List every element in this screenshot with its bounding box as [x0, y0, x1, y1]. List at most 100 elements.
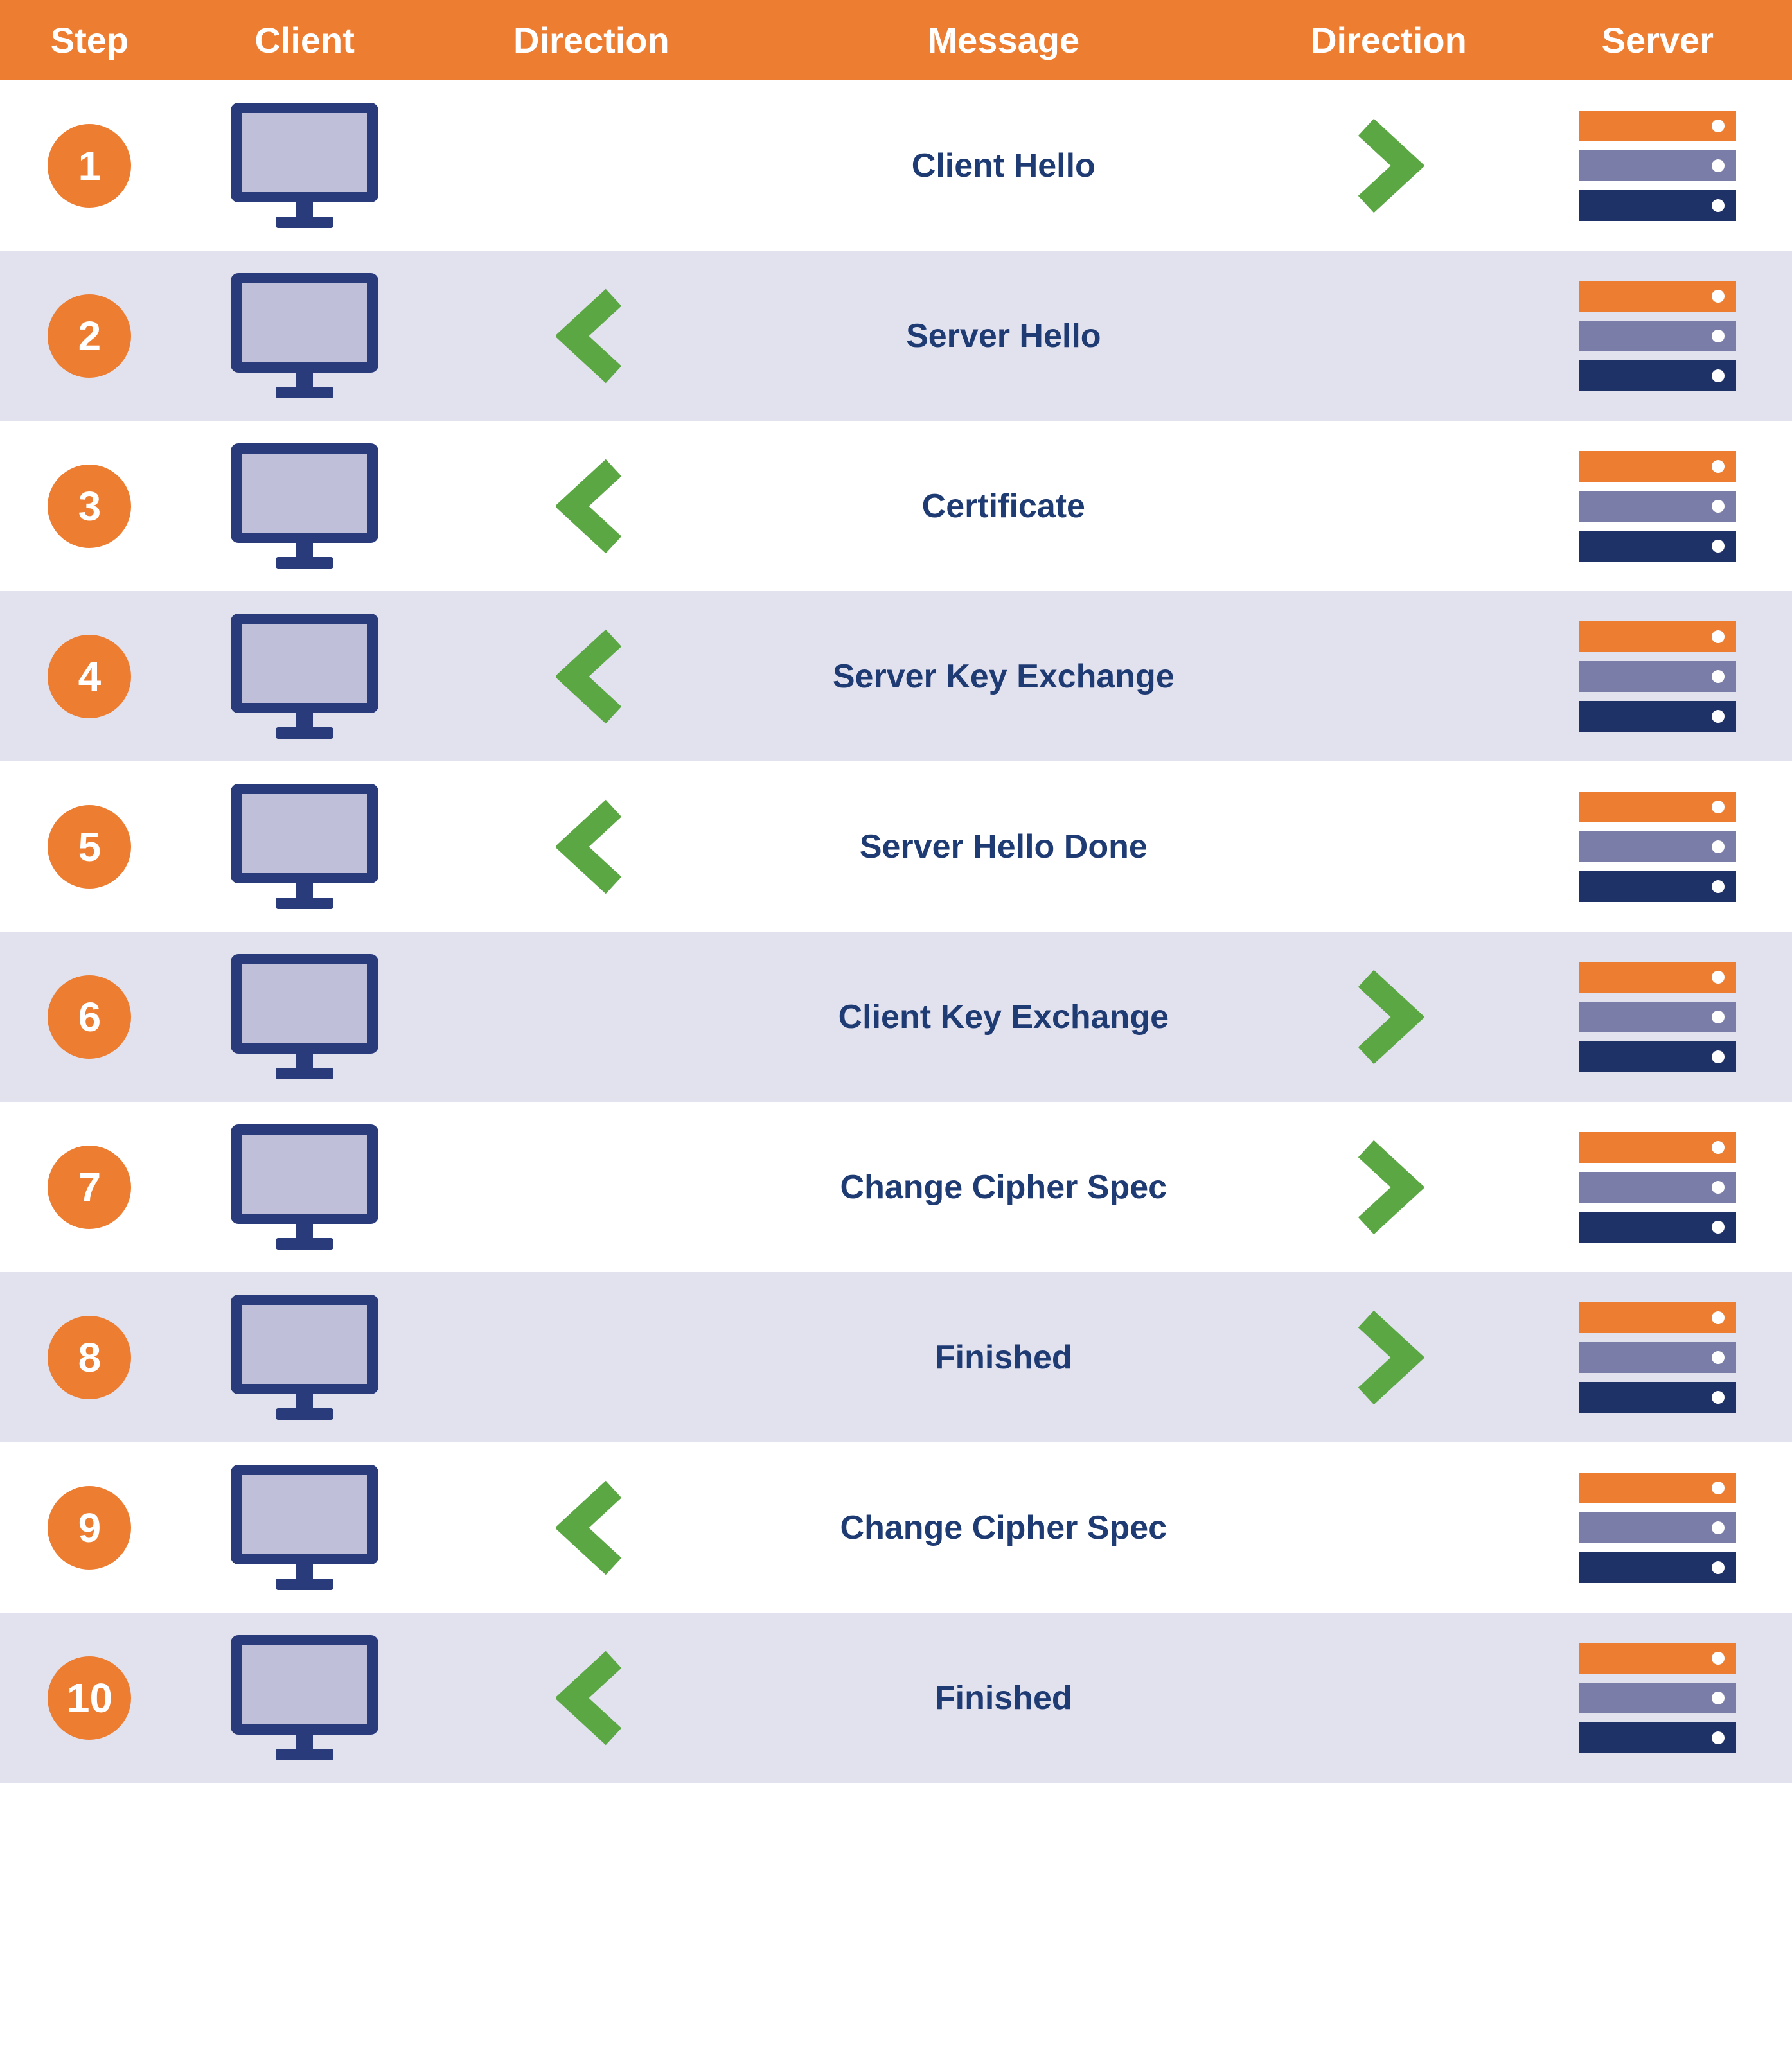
table-row: 2 Server Hello [0, 251, 1792, 421]
table-row: 1 Client Hello [0, 80, 1792, 251]
direction-left-cell [430, 628, 752, 725]
chevron-right-icon [1353, 969, 1424, 1065]
message-cell: Change Cipher Spec [752, 1168, 1254, 1207]
server-cell [1523, 1473, 1792, 1583]
client-cell [179, 1635, 430, 1760]
monitor-icon [231, 273, 378, 398]
server-cell [1523, 962, 1792, 1072]
chevron-left-icon [556, 288, 626, 384]
chevron-left-icon [556, 1650, 626, 1746]
header-row: Step Client Direction Message Direction … [0, 0, 1792, 80]
message-cell: Server Hello Done [752, 828, 1254, 866]
step-cell: 4 [0, 635, 179, 718]
direction-left-cell [430, 1480, 752, 1576]
step-badge: 9 [48, 1486, 131, 1570]
monitor-icon [231, 954, 378, 1079]
direction-left-cell [430, 458, 752, 554]
step-cell: 9 [0, 1486, 179, 1570]
step-cell: 6 [0, 975, 179, 1059]
table-row: 4 Server Key Exchange [0, 591, 1792, 761]
monitor-icon [231, 1295, 378, 1420]
message-cell: Finished [752, 1338, 1254, 1377]
client-cell [179, 1465, 430, 1590]
rows-container: 1 Client Hello 2 Server Hello 3 Ce [0, 80, 1792, 1783]
message-cell: Certificate [752, 487, 1254, 526]
client-cell [179, 443, 430, 569]
direction-left-cell [430, 288, 752, 384]
header-message: Message [752, 19, 1254, 61]
server-icon [1579, 281, 1736, 391]
chevron-right-icon [1353, 118, 1424, 214]
direction-right-cell [1254, 1309, 1523, 1406]
step-badge: 5 [48, 805, 131, 889]
client-cell [179, 103, 430, 228]
direction-left-cell [430, 1650, 752, 1746]
server-cell [1523, 281, 1792, 391]
client-cell [179, 1124, 430, 1250]
header-client: Client [179, 19, 430, 61]
step-badge: 10 [48, 1656, 131, 1740]
client-cell [179, 614, 430, 739]
chevron-right-icon [1353, 1309, 1424, 1406]
monitor-icon [231, 103, 378, 228]
header-direction-left: Direction [430, 19, 752, 61]
step-cell: 2 [0, 294, 179, 378]
step-badge: 3 [48, 465, 131, 548]
table-row: 9 Change Cipher Spec [0, 1442, 1792, 1613]
step-badge: 1 [48, 124, 131, 208]
chevron-left-icon [556, 458, 626, 554]
header-step: Step [0, 19, 179, 61]
direction-right-cell [1254, 969, 1523, 1065]
chevron-left-icon [556, 799, 626, 895]
step-cell: 8 [0, 1316, 179, 1399]
message-cell: Change Cipher Spec [752, 1509, 1254, 1547]
server-cell [1523, 1643, 1792, 1753]
server-icon [1579, 451, 1736, 562]
server-cell [1523, 1302, 1792, 1413]
server-cell [1523, 1132, 1792, 1243]
direction-right-cell [1254, 118, 1523, 214]
message-cell: Finished [752, 1679, 1254, 1717]
step-cell: 3 [0, 465, 179, 548]
step-badge: 4 [48, 635, 131, 718]
table-row: 3 Certificate [0, 421, 1792, 591]
chevron-left-icon [556, 628, 626, 725]
header-direction-right: Direction [1254, 19, 1523, 61]
message-cell: Server Key Exchange [752, 657, 1254, 696]
monitor-icon [231, 443, 378, 569]
client-cell [179, 273, 430, 398]
server-cell [1523, 451, 1792, 562]
monitor-icon [231, 1635, 378, 1760]
client-cell [179, 784, 430, 909]
server-icon [1579, 1643, 1736, 1753]
message-cell: Client Hello [752, 146, 1254, 185]
header-server: Server [1523, 19, 1792, 61]
step-cell: 5 [0, 805, 179, 889]
handshake-table: Step Client Direction Message Direction … [0, 0, 1792, 1783]
server-icon [1579, 962, 1736, 1072]
step-cell: 7 [0, 1146, 179, 1229]
server-cell [1523, 792, 1792, 902]
table-row: 6 Client Key Exchange [0, 932, 1792, 1102]
server-icon [1579, 621, 1736, 732]
chevron-right-icon [1353, 1139, 1424, 1235]
monitor-icon [231, 1465, 378, 1590]
step-cell: 1 [0, 124, 179, 208]
direction-left-cell [430, 799, 752, 895]
server-icon [1579, 111, 1736, 221]
server-cell [1523, 111, 1792, 221]
direction-right-cell [1254, 1139, 1523, 1235]
message-cell: Server Hello [752, 317, 1254, 355]
step-badge: 7 [48, 1146, 131, 1229]
step-cell: 10 [0, 1656, 179, 1740]
chevron-left-icon [556, 1480, 626, 1576]
table-row: 10 Finished [0, 1613, 1792, 1783]
server-icon [1579, 792, 1736, 902]
monitor-icon [231, 1124, 378, 1250]
client-cell [179, 954, 430, 1079]
table-row: 5 Server Hello Done [0, 761, 1792, 932]
table-row: 8 Finished [0, 1272, 1792, 1442]
message-cell: Client Key Exchange [752, 998, 1254, 1036]
step-badge: 8 [48, 1316, 131, 1399]
client-cell [179, 1295, 430, 1420]
